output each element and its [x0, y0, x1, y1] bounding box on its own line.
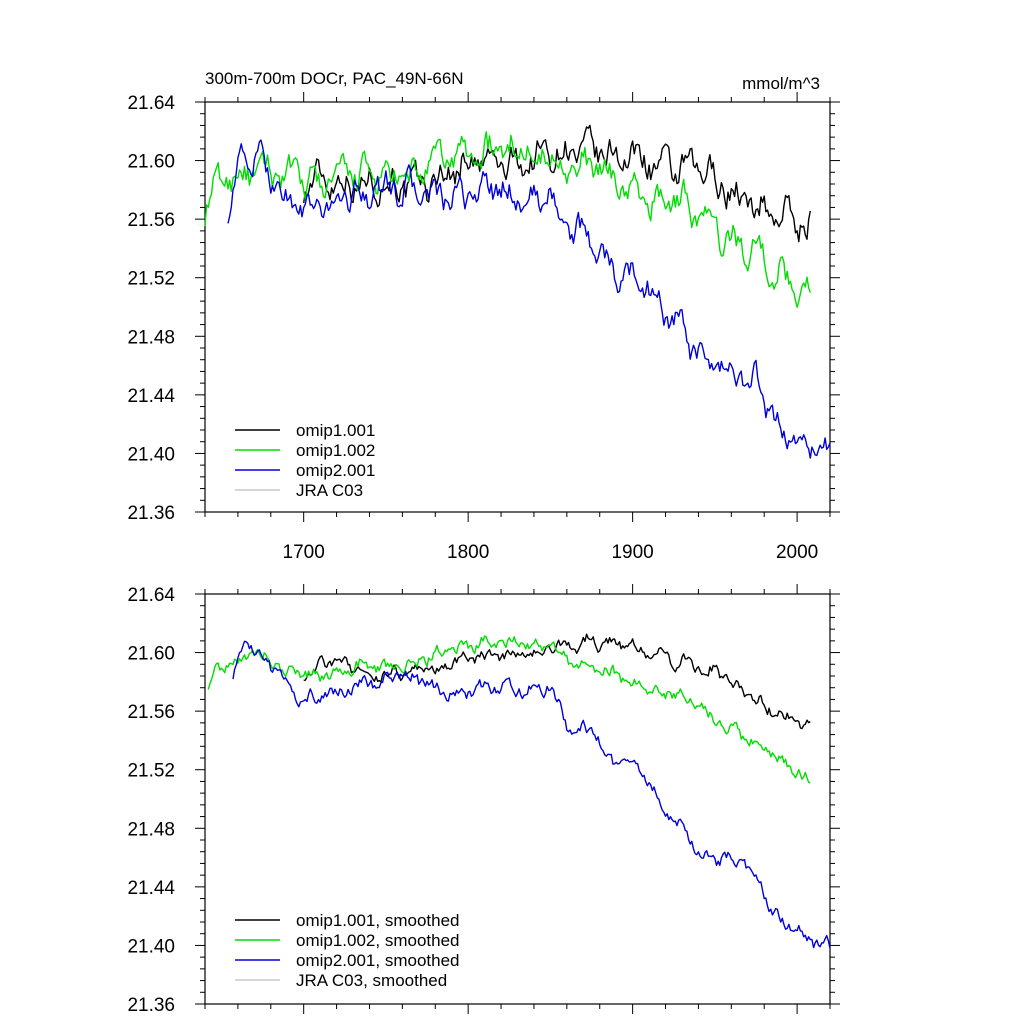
legend-label: JRA C03 [296, 481, 363, 500]
y-tick-label: 21.52 [127, 761, 175, 782]
legend-label: omip2.001 [296, 461, 375, 480]
y-tick-label: 21.36 [127, 995, 175, 1016]
y-tick-label: 21.64 [127, 585, 175, 606]
y-tick-label: 21.40 [127, 444, 175, 465]
y-tick-label: 21.48 [127, 327, 175, 348]
units-label: mmol/m^3 [742, 74, 820, 93]
y-tick-label: 21.64 [127, 93, 175, 114]
series-line-1 [207, 635, 811, 784]
y-tick-label: 21.56 [127, 210, 175, 231]
x-tick-label: 1700 [283, 542, 325, 563]
x-tick-label: 1800 [447, 542, 489, 563]
top-panel: 21.36 21.40 21.44 21.48 21.52 21.56 21.60 21.64… [127, 69, 840, 563]
y-tick-label: 21.52 [127, 269, 175, 290]
legend-label: omip2.001, smoothed [296, 951, 460, 970]
series-line-2 [227, 139, 831, 459]
plot-frame [204, 593, 831, 1005]
y-tick-label: 21.56 [127, 702, 175, 723]
y-tick-label: 21.60 [127, 644, 175, 665]
legend-label: omip1.002 [296, 441, 375, 460]
x-tick-label: 1900 [611, 542, 653, 563]
series-line-2 [232, 640, 831, 949]
y-tick-label: 21.44 [127, 386, 175, 407]
chart-title: 300m-700m DOCr, PAC_49N-66N [205, 69, 464, 88]
series-line-0 [303, 124, 811, 243]
x-tick-label: 2000 [776, 542, 818, 563]
legend-label: omip1.002, smoothed [296, 931, 460, 950]
y-tick-label: 21.36 [127, 503, 175, 524]
y-tick-label: 21.44 [127, 878, 175, 899]
plot-frame [204, 101, 831, 513]
legend-label: omip1.001 [296, 421, 375, 440]
y-tick-label: 21.48 [127, 819, 175, 840]
legend-label: JRA C03, smoothed [296, 971, 447, 990]
series-line-0 [303, 633, 811, 730]
bottom-panel: 21.36 21.40 21.44 21.48 21.52 21.56 21.60 21.64… [127, 584, 840, 1016]
series-line-1 [204, 131, 811, 308]
y-tick-label: 21.60 [127, 152, 175, 173]
y-tick-label: 21.40 [127, 936, 175, 957]
legend-label: omip1.001, smoothed [296, 911, 460, 930]
